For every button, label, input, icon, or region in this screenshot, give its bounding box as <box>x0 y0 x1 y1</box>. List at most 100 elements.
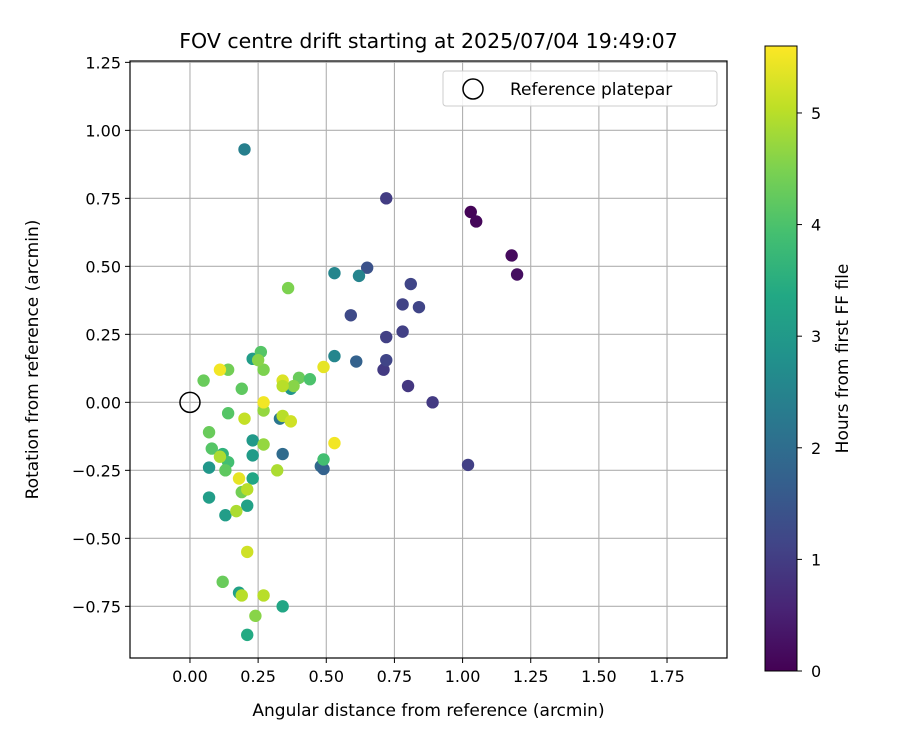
data-point <box>344 309 358 322</box>
legend-marker-reference <box>462 78 484 100</box>
x-axis-ticks: 0.00 0.25 0.50 0.75 1.00 1.25 1.50 1.75 <box>172 658 685 686</box>
data-point <box>317 462 330 476</box>
data-point <box>380 192 393 205</box>
data-point <box>238 412 251 425</box>
y-tick-label: −0.50 <box>72 529 121 548</box>
x-axis-label: Angular distance from reference (arcmin) <box>252 701 604 721</box>
legend-box <box>442 70 718 107</box>
data-point <box>317 360 330 374</box>
data-point <box>246 472 259 485</box>
x-tick-label: 1.50 <box>581 667 617 686</box>
data-point <box>287 379 300 393</box>
data-point <box>219 509 232 522</box>
data-point <box>221 407 235 420</box>
colorbar: 0 1 2 3 4 5 Hours from first FF file <box>764 45 853 681</box>
data-point <box>241 483 254 496</box>
x-tick-label: 1.25 <box>513 667 549 686</box>
data-point <box>241 499 254 512</box>
data-point <box>284 415 298 428</box>
data-point <box>257 438 270 451</box>
legend-label-reference: Reference platepar <box>510 80 672 100</box>
colorbar-tick-label: 5 <box>811 104 821 123</box>
data-point <box>276 379 289 393</box>
colorbar-tick-label: 3 <box>811 327 821 346</box>
plot-frame <box>129 60 728 659</box>
data-point <box>281 281 295 295</box>
data-point <box>377 363 390 376</box>
x-tick-label: 0.00 <box>172 667 208 686</box>
chart-title: FOV centre drift starting at 2025/07/04 … <box>179 29 678 53</box>
x-tick-label: 0.50 <box>308 667 344 686</box>
data-point <box>241 545 254 559</box>
data-point <box>202 461 216 474</box>
data-point <box>216 575 229 589</box>
data-point <box>380 330 393 344</box>
data-point <box>352 269 366 283</box>
x-tick-label: 0.25 <box>240 667 276 686</box>
y-tick-label: −0.25 <box>72 461 121 480</box>
x-tick-label: 0.75 <box>377 667 413 686</box>
y-axis-label: Rotation from reference (arcmin) <box>23 220 43 500</box>
data-point <box>461 458 475 472</box>
data-point <box>464 205 477 219</box>
grid-lines <box>130 61 727 658</box>
data-point <box>470 215 483 228</box>
colorbar-label: Hours from first FF file <box>833 264 853 454</box>
x-tick-label: 1.00 <box>445 667 481 686</box>
data-point <box>257 589 270 602</box>
y-tick-label: 0.75 <box>85 189 121 208</box>
data-point <box>197 374 210 387</box>
data-point <box>505 249 518 262</box>
data-point <box>246 434 259 447</box>
data-point <box>241 628 254 642</box>
data-point <box>246 449 259 462</box>
data-point <box>317 453 330 466</box>
data-point <box>257 363 270 376</box>
scatter-points <box>197 143 524 642</box>
data-point <box>303 373 317 386</box>
data-point <box>426 396 439 409</box>
data-point <box>202 491 216 504</box>
reference-marker-layer <box>179 391 201 414</box>
data-point <box>401 379 415 393</box>
data-point <box>219 464 232 477</box>
colorbar-ticks: 0 1 2 3 4 5 <box>797 104 821 681</box>
data-point <box>213 363 227 376</box>
y-tick-label: 0.25 <box>85 325 121 344</box>
data-point <box>202 426 216 439</box>
y-tick-label: 1.25 <box>85 53 121 72</box>
data-point <box>360 261 374 274</box>
colorbar-gradient <box>764 45 798 672</box>
x-tick-label: 1.75 <box>649 667 685 686</box>
data-point <box>276 447 289 461</box>
data-point <box>380 353 393 367</box>
y-tick-label: −0.75 <box>72 597 121 616</box>
data-point <box>251 353 265 367</box>
data-point <box>404 277 417 291</box>
data-point <box>276 600 289 613</box>
data-point <box>412 300 426 314</box>
y-tick-label: 0.50 <box>85 257 121 276</box>
reference-platepar-marker <box>179 391 201 414</box>
data-point <box>328 436 341 450</box>
data-point <box>271 464 284 477</box>
y-tick-label: 0.00 <box>85 393 121 412</box>
y-tick-label: 1.00 <box>85 121 121 140</box>
colorbar-tick-label: 2 <box>811 439 821 458</box>
y-axis-ticks: −0.75 −0.50 −0.25 0.00 0.25 0.50 0.75 1.00 1.25 <box>72 53 130 616</box>
data-point <box>235 382 248 395</box>
data-point <box>350 355 363 368</box>
legend: Reference platepar <box>442 70 718 107</box>
colorbar-tick-label: 1 <box>811 550 821 569</box>
data-point <box>232 472 246 485</box>
colorbar-tick-label: 0 <box>811 662 821 681</box>
data-point <box>328 349 341 363</box>
colorbar-tick-label: 4 <box>811 216 821 235</box>
data-point <box>213 450 227 463</box>
data-point <box>238 143 251 156</box>
data-point <box>510 268 524 281</box>
data-point <box>257 396 270 409</box>
data-point <box>328 266 341 280</box>
data-point <box>235 589 248 602</box>
data-point <box>230 504 243 518</box>
